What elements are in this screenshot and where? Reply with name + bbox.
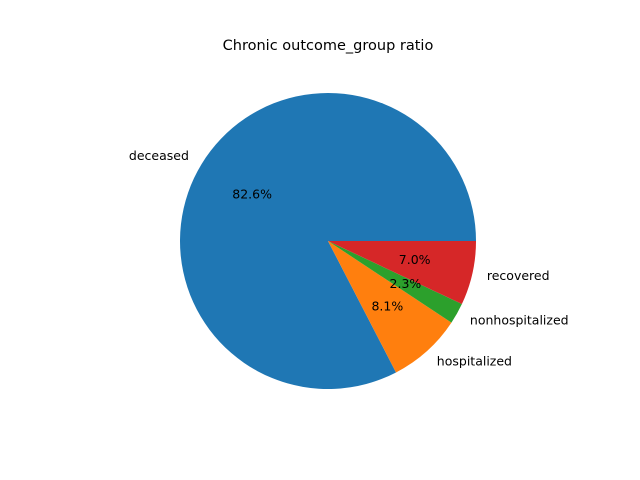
slice-label-hospitalized: hospitalized (437, 354, 512, 369)
pie-slice-hospitalized (328, 241, 452, 373)
pie-slice-deceased (179, 92, 476, 389)
slice-label-deceased: deceased (129, 148, 189, 163)
slice-label-nonhospitalized: nonhospitalized (470, 312, 569, 327)
slice-percent-deceased: 82.6% (232, 186, 272, 201)
pie-slice-nonhospitalized (328, 241, 462, 323)
pie-slice-recovered (328, 241, 476, 305)
slice-percent-recovered: 7.0% (399, 252, 431, 267)
pie-slices (179, 92, 476, 389)
chart-title: Chronic outcome_group ratio (223, 38, 434, 54)
slice-label-recovered: recovered (487, 268, 550, 283)
slice-percent-nonhospitalized: 2.3% (390, 276, 422, 291)
pie-labels: deceased 82.6% hospitalized 8.1% nonhospital… (129, 148, 569, 369)
slice-percent-hospitalized: 8.1% (371, 299, 403, 314)
